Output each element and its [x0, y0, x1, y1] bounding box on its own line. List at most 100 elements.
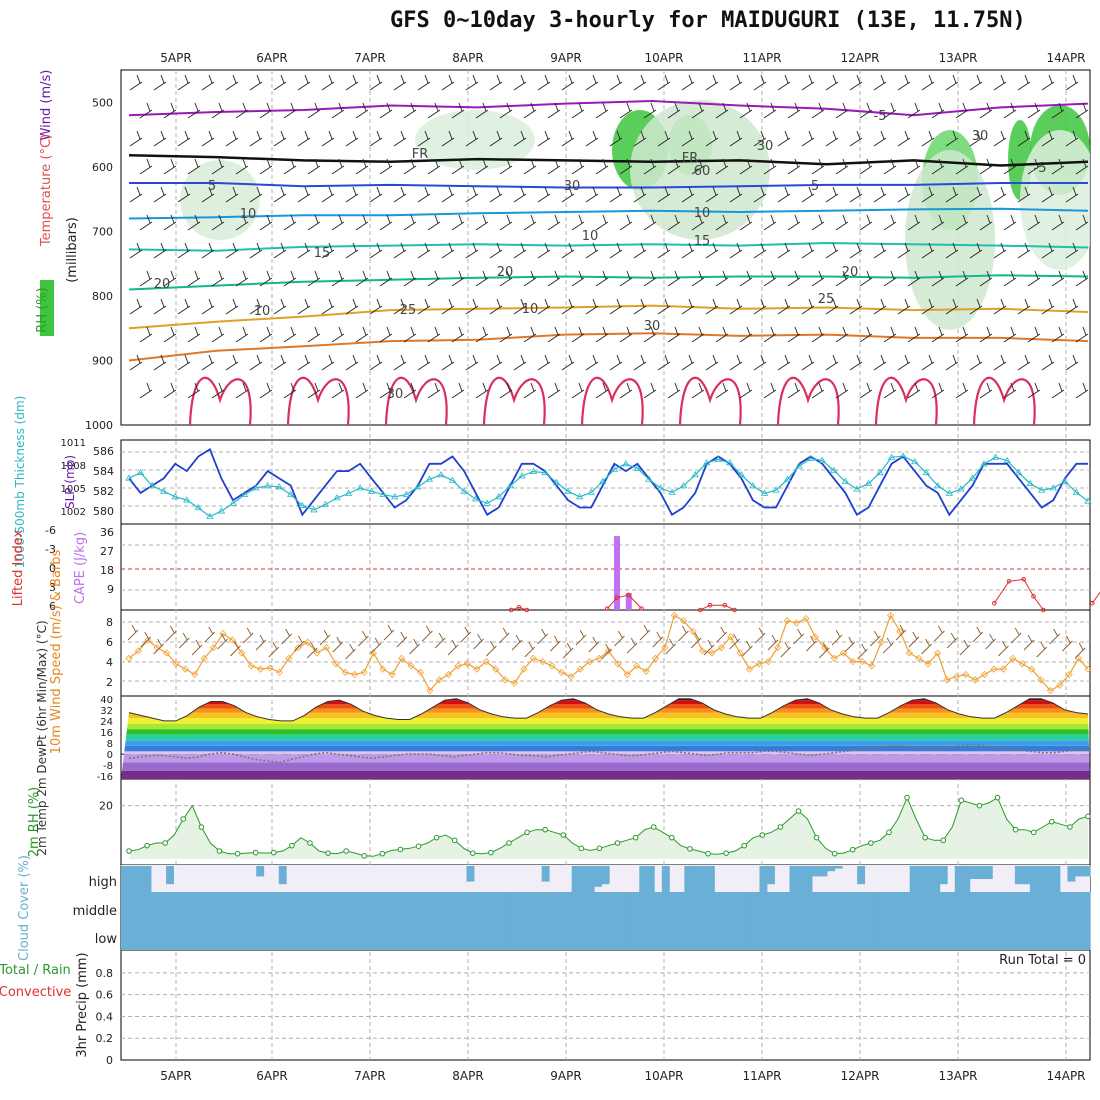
wind10m-barb — [1049, 628, 1060, 645]
thickness-marker — [968, 474, 977, 481]
x-tick-label-top: 12APR — [840, 51, 879, 65]
cloud-bar-middle — [1022, 892, 1031, 921]
cloud-bar-high — [759, 866, 768, 892]
x-tick-label-bottom: 5APR — [160, 1069, 191, 1083]
wind-barb — [235, 382, 249, 399]
cloud-bar-low — [308, 921, 317, 950]
wind-barb — [643, 270, 657, 287]
wind10m-barb — [358, 630, 369, 647]
wind-barb — [715, 382, 729, 399]
wind-barb — [969, 74, 983, 91]
wind-barb — [331, 326, 345, 343]
wind-barb — [657, 130, 671, 147]
cloud-bar-high — [601, 866, 610, 885]
wind-barb — [931, 158, 945, 175]
cloud-bar-low — [158, 921, 167, 950]
wind-barb — [873, 74, 887, 91]
thickness-marker — [402, 490, 411, 498]
cloud-bar-middle — [661, 892, 670, 921]
wind10m-marker — [1084, 665, 1092, 673]
cloud-bar-middle — [338, 892, 347, 921]
rh2m-marker — [994, 794, 1001, 801]
x-tick-label-top: 9APR — [550, 51, 581, 65]
contour-label: 10 — [240, 207, 257, 222]
wind10m-marker — [727, 633, 735, 641]
cloud-bar-low — [398, 921, 407, 950]
ua-y-tick: 500 — [92, 96, 113, 109]
cloud-bar-high — [819, 866, 828, 877]
cloud-bar-low — [338, 921, 347, 950]
wind-barb — [763, 214, 777, 231]
contour-label: 30 — [972, 129, 989, 144]
li-y-tick: 0 — [49, 562, 56, 575]
rh2m-marker — [705, 850, 711, 857]
cloud-bar-middle — [1037, 892, 1046, 921]
wind-barb — [657, 242, 671, 259]
wind-barb — [619, 326, 633, 343]
rh2m-marker — [343, 848, 349, 854]
wind-barb — [1027, 158, 1041, 175]
li-y-tick: 3 — [49, 581, 56, 594]
cloud-bar-high — [1022, 866, 1031, 885]
cloud-bar-middle — [736, 892, 745, 921]
wind-barb — [969, 354, 983, 371]
hot-contour — [188, 376, 252, 425]
thickness-marker — [1014, 468, 1023, 476]
wind-barb — [691, 326, 705, 343]
contour-label: 60 — [694, 164, 711, 179]
cloud-bar-low — [151, 921, 159, 950]
ua-y-tick: 900 — [92, 354, 113, 367]
wind-barb — [307, 382, 321, 399]
wind10m-barb — [1062, 635, 1073, 652]
thickness-marker — [864, 479, 873, 487]
cloud-bar-low — [894, 921, 903, 950]
wind10m-barb — [767, 634, 779, 651]
wind-barb — [787, 270, 801, 287]
thickness-marker — [252, 484, 260, 491]
cloud-bar-low — [376, 921, 385, 950]
wind10m-marker — [134, 647, 142, 655]
hot-contour — [678, 376, 742, 425]
cloud-bar-middle — [639, 892, 648, 921]
cloud-bar-low — [631, 921, 640, 950]
precip-panel — [120, 949, 1091, 1061]
wind-barb — [273, 74, 287, 91]
cloud-bar-low — [699, 921, 708, 950]
cloud-bar-high — [1052, 866, 1061, 892]
thickness-marker — [668, 488, 676, 495]
wind-barb — [763, 270, 777, 287]
x-tick-label-top: 14APR — [1046, 51, 1085, 65]
wind-barb — [993, 130, 1007, 147]
wind-barb — [307, 158, 321, 175]
wind10m-barb — [588, 636, 600, 653]
cloud-bar-high — [1037, 866, 1046, 892]
wind-barb — [681, 74, 695, 91]
rh-shading — [1020, 130, 1090, 270]
cloud-bar-low — [691, 921, 700, 950]
wind-barb — [187, 158, 201, 175]
cape-y-tick: 18 — [100, 564, 114, 577]
wind-barb — [1065, 354, 1079, 371]
thickness-marker — [298, 501, 307, 508]
cloud-bar-low — [804, 921, 813, 950]
wind-barb — [129, 242, 143, 259]
wind-barb — [897, 130, 911, 147]
cloud-bar-low — [368, 921, 377, 950]
thickness-marker — [1084, 497, 1092, 504]
wind-barb — [321, 354, 335, 371]
ua-y-tick: 800 — [92, 290, 113, 303]
rh2m-marker — [126, 848, 132, 854]
wind-barb — [355, 214, 369, 231]
cloud-bar-low — [767, 921, 775, 950]
slp-y-tick: 1008 — [61, 461, 86, 472]
wind-barb — [729, 74, 743, 91]
wind-barb — [1065, 74, 1079, 91]
thickness-marker — [934, 482, 942, 489]
wind-barb — [787, 102, 801, 119]
rh2m-axis-title: 2m RH (%) — [27, 787, 42, 858]
temp-color-band — [121, 740, 1090, 746]
thickness-marker — [749, 482, 757, 489]
cloud-bar-low — [263, 921, 272, 950]
wind10m-marker — [181, 665, 189, 673]
cloud-bar-low — [286, 921, 295, 950]
